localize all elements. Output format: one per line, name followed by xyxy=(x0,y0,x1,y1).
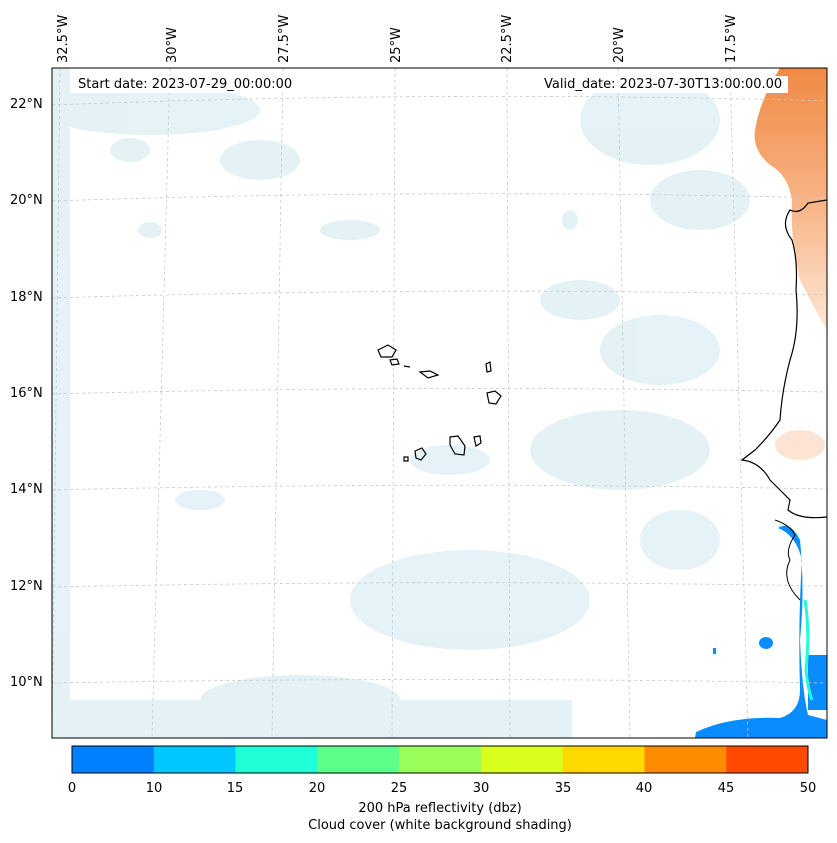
colorbar-tick: 20 xyxy=(308,781,326,796)
colorbar-tick: 25 xyxy=(390,781,408,796)
colorbar-swatch xyxy=(726,746,809,773)
lat-label: 18°N xyxy=(10,290,43,305)
lon-label: 27.5°W xyxy=(277,14,292,63)
lon-label: 17.5°W xyxy=(724,14,739,63)
colorbar-swatch xyxy=(317,746,400,773)
colorbar-swatch xyxy=(480,746,564,773)
colorbar-sublabel: Cloud cover (white background shading) xyxy=(308,818,572,833)
colorbar-swatch xyxy=(562,746,645,773)
colorbar-swatch xyxy=(399,746,482,773)
colorbar-tick: 0 xyxy=(67,781,77,796)
colorbar-swatch xyxy=(235,746,318,773)
lat-label: 10°N xyxy=(10,675,43,690)
lat-label: 22°N xyxy=(10,97,43,112)
colorbar-tick: 40 xyxy=(635,781,653,796)
lat-label: 20°N xyxy=(10,193,43,208)
colorbar-label: 200 hPa reflectivity (dbz) xyxy=(358,801,522,816)
colorbar-tick: 50 xyxy=(799,781,817,796)
land-shading xyxy=(754,68,827,330)
lon-label: 30°W xyxy=(165,27,180,63)
colorbar-tick: 10 xyxy=(145,781,163,796)
lon-label: 20°W xyxy=(612,27,627,63)
land-shading-patch xyxy=(775,430,825,460)
lat-label: 14°N xyxy=(10,482,43,497)
colorbar-swatch xyxy=(153,746,237,773)
lon-label: 25°W xyxy=(389,27,404,63)
colorbar-swatch xyxy=(644,746,727,773)
colorbar-tick: 45 xyxy=(717,781,735,796)
map-frame xyxy=(51,67,828,739)
start-date-label: Start date: 2023-07-29_00:00:00 xyxy=(72,76,299,93)
lat-label: 16°N xyxy=(10,386,43,401)
lon-label: 22.5°W xyxy=(500,14,515,63)
colorbar-tick: 15 xyxy=(226,781,244,796)
reflectivity-field xyxy=(695,525,827,738)
cloud-cover xyxy=(52,68,750,738)
coastline xyxy=(740,199,827,519)
cape-verde-islands xyxy=(377,344,502,462)
colorbar xyxy=(72,746,809,773)
colorbar-swatch xyxy=(72,746,155,773)
lat-label: 12°N xyxy=(10,579,43,594)
lon-label: 32.5°W xyxy=(56,14,71,63)
valid-date-label: Valid_date: 2023-07-30T13:00:00.00 xyxy=(538,76,789,93)
colorbar-tick: 35 xyxy=(554,781,572,796)
colorbar-tick: 30 xyxy=(472,781,490,796)
colorbar-frame xyxy=(71,745,809,774)
graticule xyxy=(52,68,827,738)
